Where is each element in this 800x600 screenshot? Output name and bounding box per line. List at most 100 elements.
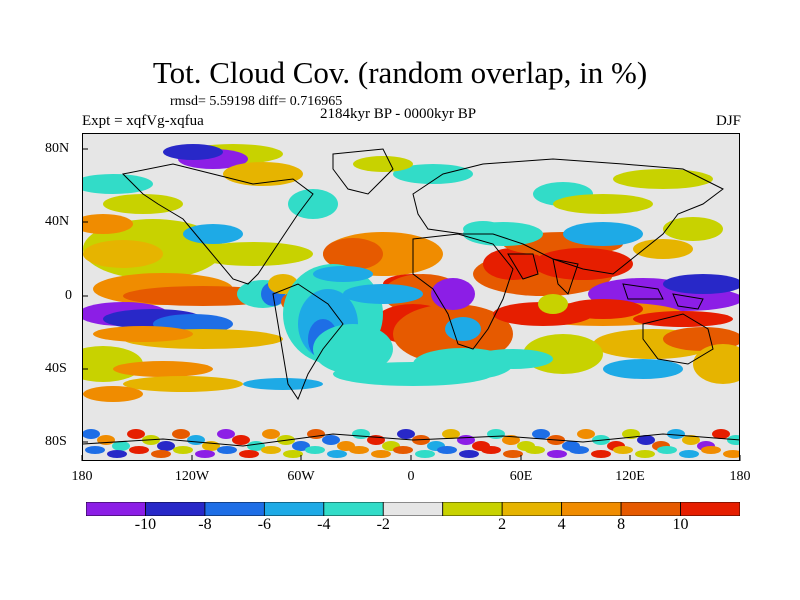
anomaly-region bbox=[563, 222, 643, 246]
anomaly-region bbox=[183, 224, 243, 244]
anomaly-region bbox=[397, 429, 415, 439]
anomaly-region bbox=[533, 248, 633, 280]
anomaly-region bbox=[525, 446, 545, 454]
anomaly-region bbox=[217, 429, 235, 439]
coastline bbox=[622, 283, 704, 310]
anomaly-region bbox=[283, 450, 303, 458]
colorbar-label: -8 bbox=[198, 516, 212, 533]
colorbar-swatch bbox=[323, 502, 384, 516]
colorbar-label: -4 bbox=[317, 516, 331, 533]
anomaly-region bbox=[261, 446, 281, 454]
coastline bbox=[412, 158, 724, 275]
anomaly-region bbox=[107, 450, 127, 458]
anomaly-region bbox=[481, 446, 501, 454]
anomaly-region bbox=[633, 239, 693, 259]
lon-label: 0 bbox=[407, 469, 415, 484]
anomaly-region bbox=[157, 441, 175, 451]
anomaly-region bbox=[393, 446, 413, 454]
lon-label: 60W bbox=[287, 469, 315, 484]
anomaly-region bbox=[701, 446, 721, 454]
anomaly-region bbox=[349, 446, 369, 454]
colorbar bbox=[86, 502, 740, 516]
map-title: Tot. Cloud Cov. (random overlap, in %) bbox=[152, 55, 648, 90]
coastline bbox=[272, 283, 344, 401]
colorbar-label: 10 bbox=[672, 516, 689, 533]
anomaly-region bbox=[113, 361, 213, 377]
anomaly-region bbox=[657, 446, 677, 454]
stats-label: rmsd= 5.59198 diff= 0.716965 bbox=[170, 94, 343, 109]
anomaly-region bbox=[431, 278, 475, 310]
anomaly-region bbox=[232, 435, 250, 445]
anomaly-region bbox=[563, 299, 643, 319]
anomaly-region bbox=[727, 435, 739, 445]
anomaly-region bbox=[163, 144, 223, 160]
anomaly-region bbox=[151, 450, 171, 458]
anomaly-region bbox=[483, 248, 543, 280]
anomaly-region bbox=[292, 441, 310, 451]
anomaly-region bbox=[502, 435, 520, 445]
anomaly-region bbox=[547, 450, 567, 458]
lon-label: 180 bbox=[71, 469, 93, 484]
anomaly-region bbox=[459, 450, 479, 458]
lat-label: 40N bbox=[45, 214, 70, 229]
lon-label: 60E bbox=[509, 469, 533, 484]
anomaly-region bbox=[712, 429, 730, 439]
anomaly-region bbox=[591, 450, 611, 458]
anomaly-region bbox=[103, 194, 183, 214]
anomaly-region bbox=[129, 446, 149, 454]
lat-label: 0 bbox=[65, 288, 72, 303]
colorbar-swatch bbox=[145, 502, 206, 516]
anomaly-region bbox=[93, 326, 193, 342]
anomaly-region bbox=[305, 446, 325, 454]
anomaly-region bbox=[83, 240, 163, 268]
anomaly-region bbox=[322, 435, 340, 445]
lon-label: 180 bbox=[729, 469, 751, 484]
anomaly-region bbox=[682, 435, 700, 445]
colorbar-swatch bbox=[620, 502, 681, 516]
colorbar-swatch bbox=[86, 502, 146, 516]
anomaly-region bbox=[633, 311, 733, 327]
anomaly-region bbox=[371, 450, 391, 458]
anomaly-map bbox=[83, 134, 739, 460]
anomaly-region bbox=[445, 317, 481, 341]
colorbar-label: 2 bbox=[498, 516, 507, 533]
anomaly-region bbox=[83, 214, 133, 234]
coastline bbox=[332, 148, 394, 195]
anomaly-region bbox=[353, 156, 413, 172]
anomaly-region bbox=[667, 429, 685, 439]
anomaly-region bbox=[463, 221, 503, 237]
anomaly-region bbox=[603, 359, 683, 379]
colorbar-label: 4 bbox=[557, 516, 566, 533]
anomaly-region bbox=[195, 450, 215, 458]
anomaly-region bbox=[577, 429, 595, 439]
anomaly-region bbox=[553, 194, 653, 214]
anomaly-region bbox=[173, 446, 193, 454]
coastline bbox=[412, 233, 514, 350]
map-panel[interactable] bbox=[82, 133, 740, 461]
period-label: 2184kyr BP - 0000kyr BP bbox=[320, 106, 477, 122]
anomaly-region bbox=[613, 446, 633, 454]
anomaly-region bbox=[723, 450, 739, 458]
anomaly-region bbox=[313, 266, 373, 282]
anomaly-region bbox=[85, 446, 105, 454]
anomaly-region bbox=[637, 435, 655, 445]
anomaly-region bbox=[538, 294, 568, 314]
anomaly-region bbox=[327, 450, 347, 458]
anomaly-region bbox=[415, 450, 435, 458]
anomaly-region bbox=[473, 349, 553, 369]
anomaly-region bbox=[323, 238, 383, 270]
anomaly-region bbox=[343, 284, 423, 304]
lon-label: 120W bbox=[174, 469, 210, 484]
anomaly-region bbox=[569, 446, 589, 454]
colorbar-label: 8 bbox=[617, 516, 626, 533]
anomaly-region bbox=[663, 217, 723, 241]
anomaly-region bbox=[663, 274, 739, 294]
colorbar-swatch bbox=[561, 502, 622, 516]
anomaly-region bbox=[532, 429, 550, 439]
anomaly-region bbox=[172, 429, 190, 439]
season-label: DJF bbox=[715, 113, 741, 129]
anomaly-region bbox=[679, 450, 699, 458]
anomaly-region bbox=[503, 450, 523, 458]
anomaly-fields bbox=[83, 144, 739, 458]
